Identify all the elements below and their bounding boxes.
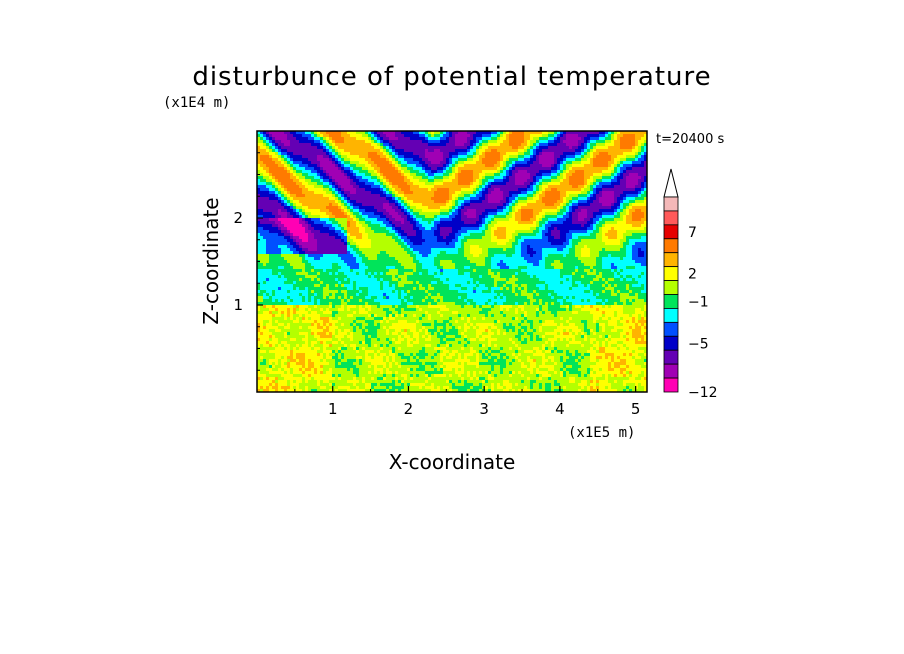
x-tick-label: 1	[328, 400, 338, 418]
colorbar-swatch	[663, 294, 679, 309]
colorbar-tick-label: −12	[688, 385, 718, 401]
x-axis-ticks: 1 2 3 4 5	[294, 386, 641, 418]
colorbar-tick-label: 7	[688, 225, 697, 241]
x-tick-label: 3	[479, 400, 489, 418]
colorbar-swatch	[663, 210, 679, 226]
colorbar-swatch	[663, 363, 679, 379]
y-scale-label: (x1E4 m)	[163, 95, 230, 111]
colorbar: 7 2 −1 −5 −12	[663, 168, 718, 401]
chart-title: disturbunce of potential temperature	[192, 62, 711, 92]
y-tick-label: 1	[233, 296, 243, 314]
colorbar-swatch	[663, 349, 679, 365]
colorbar-tick-label: −1	[688, 294, 709, 310]
colorbar-extend-arrow	[663, 168, 679, 198]
colorbar-swatch	[663, 196, 679, 212]
y-axis-label: Z-coordinate	[199, 197, 223, 324]
colorbar-swatch	[663, 280, 679, 295]
time-label: t=20400 s	[656, 132, 724, 147]
colorbar-swatch	[663, 321, 679, 337]
colorbar-swatch	[663, 224, 679, 240]
heatmap-field	[257, 131, 647, 392]
colorbar-swatch	[663, 308, 679, 323]
x-tick-label: 2	[404, 400, 414, 418]
colorbar-swatch	[663, 335, 679, 351]
colorbar-tick-label: 2	[688, 267, 697, 283]
colorbar-swatch	[663, 377, 679, 393]
colorbar-tick-label: −5	[688, 336, 709, 352]
colorbar-swatch	[663, 266, 679, 281]
x-axis-label: X-coordinate	[389, 450, 516, 474]
x-tick-label: 4	[555, 400, 565, 418]
x-scale-label: (x1E5 m)	[568, 425, 635, 441]
y-tick-label: 2	[233, 209, 243, 227]
colorbar-swatch	[663, 252, 679, 268]
y-axis-ticks: 12	[233, 152, 263, 371]
colorbar-swatch	[663, 238, 679, 254]
x-tick-label: 5	[631, 400, 641, 418]
